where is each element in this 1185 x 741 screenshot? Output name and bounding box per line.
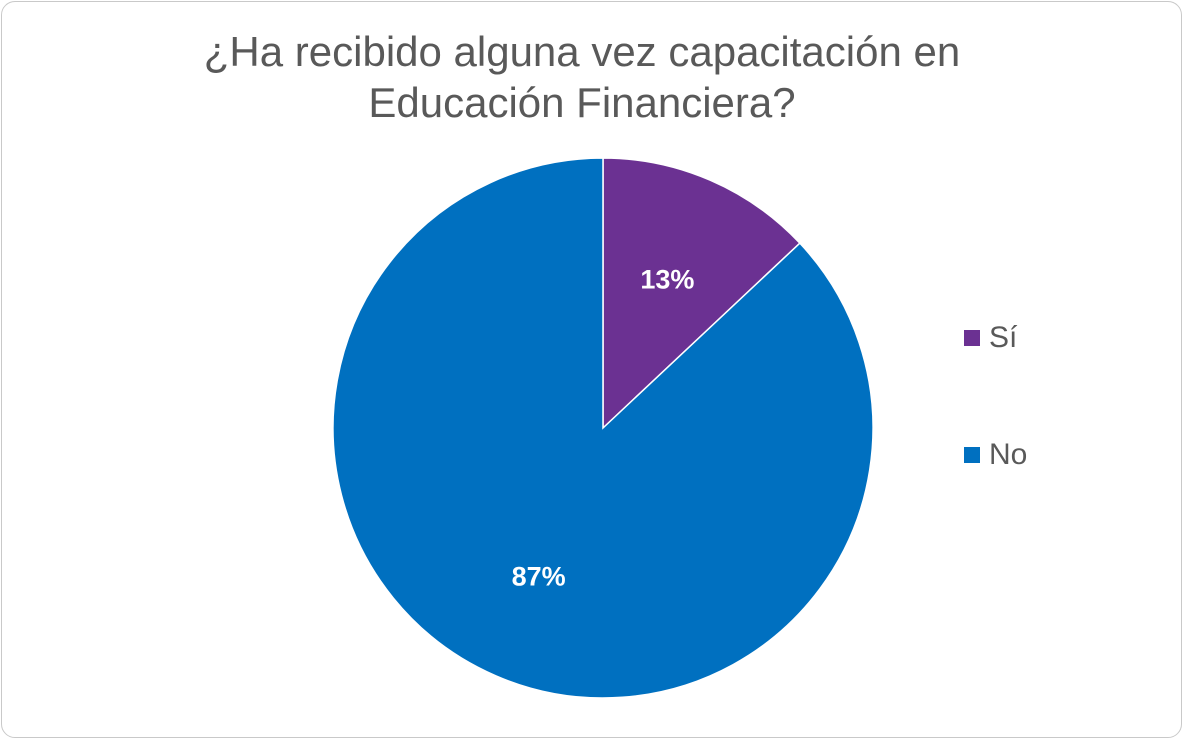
legend-item-si: Sí — [964, 318, 1027, 358]
legend-label-no: No — [989, 438, 1028, 471]
legend-label-si: Sí — [989, 321, 1018, 354]
chart-title-line-2: Educación Financiera? — [368, 79, 796, 126]
data-label-si: 13% — [640, 264, 694, 294]
chart-title-line-1: ¿Ha recibido alguna vez capacitación en — [203, 28, 961, 75]
pie-slice-si — [602, 157, 801, 430]
chart-title: ¿Ha recibido alguna vez capacitación en … — [2, 26, 1162, 128]
pie-slice-no — [332, 157, 874, 699]
legend-item-no: No — [964, 435, 1027, 475]
legend-swatch-si — [964, 330, 980, 346]
legend: Sí No — [964, 318, 1027, 552]
data-label-no: 87% — [512, 562, 566, 592]
legend-swatch-no — [964, 447, 980, 463]
